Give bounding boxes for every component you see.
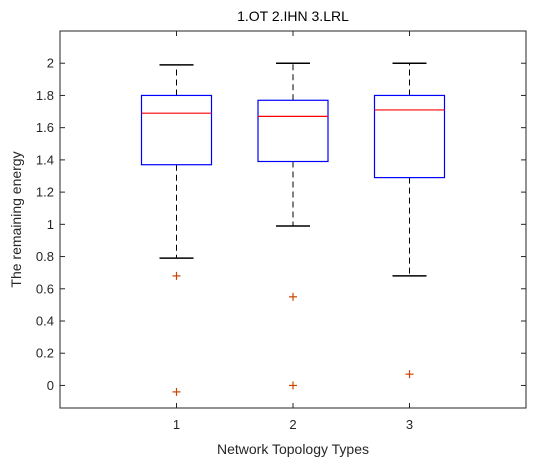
box bbox=[373, 94, 446, 179]
y-tick-label: 1 bbox=[47, 217, 54, 232]
box-group bbox=[140, 64, 213, 396]
y-tick-label: 0.8 bbox=[36, 249, 54, 264]
outlier-marker bbox=[172, 271, 181, 280]
box-group bbox=[257, 62, 329, 390]
outlier-marker bbox=[289, 381, 297, 390]
y-tick-label: 1.4 bbox=[36, 152, 54, 167]
outlier-marker bbox=[289, 292, 297, 301]
y-tick-label: 2 bbox=[47, 56, 54, 71]
box-group bbox=[373, 62, 446, 379]
box bbox=[140, 94, 213, 166]
y-tick-label: 1.2 bbox=[36, 185, 54, 200]
x-tick-label: 1 bbox=[173, 417, 180, 432]
y-tick-label: 0.2 bbox=[36, 346, 54, 361]
y-axis-title: The remaining energy bbox=[8, 151, 24, 287]
y-tick-label: 1.6 bbox=[36, 120, 54, 135]
x-tick-label: 3 bbox=[406, 417, 413, 432]
box bbox=[257, 99, 329, 163]
x-axis: 1 2 3 bbox=[173, 31, 413, 432]
y-tick-label: 0 bbox=[47, 378, 54, 393]
outlier-marker bbox=[405, 370, 414, 379]
y-axis: 0 0.2 0.4 0.6 0.8 1 1.2 1.4 1.6 1.8 2 bbox=[36, 56, 526, 393]
outlier-marker bbox=[172, 387, 181, 396]
y-tick-label: 0.4 bbox=[36, 314, 54, 329]
chart-title: 1.OT 2.IHN 3.LRL bbox=[237, 8, 349, 24]
y-tick-label: 1.8 bbox=[36, 88, 54, 103]
box-series bbox=[140, 62, 446, 396]
x-axis-title: Network Topology Types bbox=[217, 441, 369, 457]
y-tick-label: 0.6 bbox=[36, 281, 54, 296]
x-tick-label: 2 bbox=[289, 417, 296, 432]
